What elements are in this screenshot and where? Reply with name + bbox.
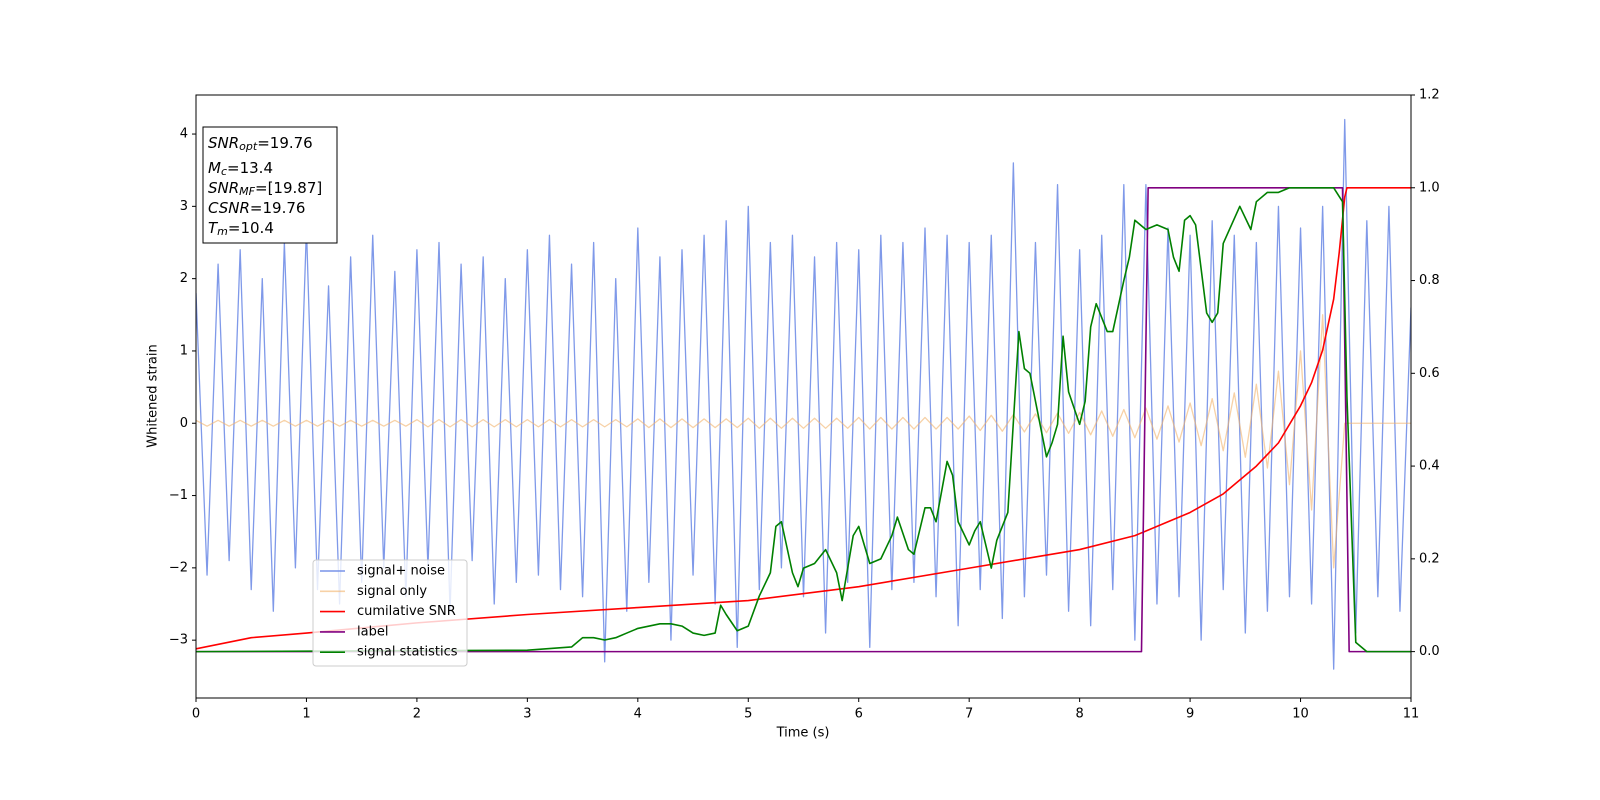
legend-label: cumilative SNR: [357, 604, 456, 619]
x-axis-label: Time (s): [776, 726, 830, 741]
y-tick-label: 4: [180, 127, 188, 142]
y2-tick-label: 0.4: [1419, 459, 1440, 474]
x-tick-label: 1: [302, 707, 310, 722]
y-tick-label: −3: [169, 633, 188, 648]
annotation-subscript: opt: [239, 140, 258, 153]
x-tick-label: 5: [744, 707, 752, 722]
y-tick-label: 3: [180, 199, 188, 214]
plot-frame: [195, 94, 1412, 699]
x-tick-label: 9: [1186, 707, 1194, 722]
x-tick-label: 7: [965, 707, 973, 722]
series-line: [196, 186, 1411, 653]
annotation-subscript: MF: [239, 185, 255, 198]
x-tick-label: 4: [634, 707, 642, 722]
x-tick-label: 8: [1075, 707, 1083, 722]
annotation-box: SNRopt=19.76Mc=13.4SNRMF=[19.87]CSNR=19.…: [202, 126, 338, 244]
x-tick-label: 2: [413, 707, 421, 722]
y2-tick-label: 1.2: [1419, 88, 1440, 103]
legend-frame: [312, 559, 468, 667]
series-line: [196, 118, 1411, 670]
x-tick-label: 0: [192, 707, 200, 722]
y-tick-label: 2: [180, 271, 188, 286]
legend-label: signal only: [357, 584, 427, 599]
legend-label: signal+ noise: [357, 564, 445, 579]
series-line: [196, 186, 1411, 653]
y-tick-label: 0: [180, 416, 188, 431]
y2-tick-label: 0.6: [1419, 366, 1440, 381]
plot-area: [196, 118, 1411, 670]
annotation-line: SNRMF=[19.87]: [208, 179, 322, 199]
y2-tick-label: 1.0: [1419, 180, 1440, 195]
annotation-value: =10.4: [228, 219, 274, 237]
series-line: [196, 314, 1411, 569]
y2-tick-label: 0.8: [1419, 273, 1440, 288]
annotation-line: Mc=13.4: [208, 159, 273, 179]
annotation-frame: [202, 126, 338, 244]
y-tick-label: 1: [180, 343, 188, 358]
y2-tick-label: 0.0: [1419, 644, 1440, 659]
y-tick-label: −1: [169, 488, 188, 503]
x-tick-label: 10: [1292, 707, 1309, 722]
x-tick-label: 11: [1403, 707, 1420, 722]
annotation-line: CSNR=19.76: [208, 199, 305, 217]
annotation-line: SNRopt=19.76: [208, 134, 313, 154]
legend-label: label: [357, 624, 388, 639]
annotation-value: =19.76: [250, 199, 306, 217]
legend-label: signal statistics: [357, 645, 458, 660]
annotation-symbol: CSNR: [208, 199, 250, 217]
series-line: [196, 186, 1411, 650]
annotation-subscript: c: [221, 165, 227, 178]
legend: signal+ noise signal only cumilative SNR la…: [312, 559, 468, 667]
annotation-value: =19.76: [257, 134, 313, 152]
x-tick-label: 3: [523, 707, 531, 722]
y-axis-label: Whitened strain: [146, 344, 161, 447]
annotation-value: =[19.87]: [255, 179, 322, 197]
x-tick-label: 6: [855, 707, 863, 722]
annotation-symbol: T: [208, 219, 219, 237]
annotation-symbol: SNR: [208, 134, 239, 152]
annotation-symbol: SNR: [208, 179, 239, 197]
annotation-value: =13.4: [227, 159, 273, 177]
annotation-line: Tm=10.4: [208, 219, 274, 239]
annotation-subscript: m: [217, 225, 228, 238]
annotation-symbol: M: [208, 159, 221, 177]
y2-tick-label: 0.2: [1419, 551, 1440, 566]
y-tick-label: −2: [169, 560, 188, 575]
